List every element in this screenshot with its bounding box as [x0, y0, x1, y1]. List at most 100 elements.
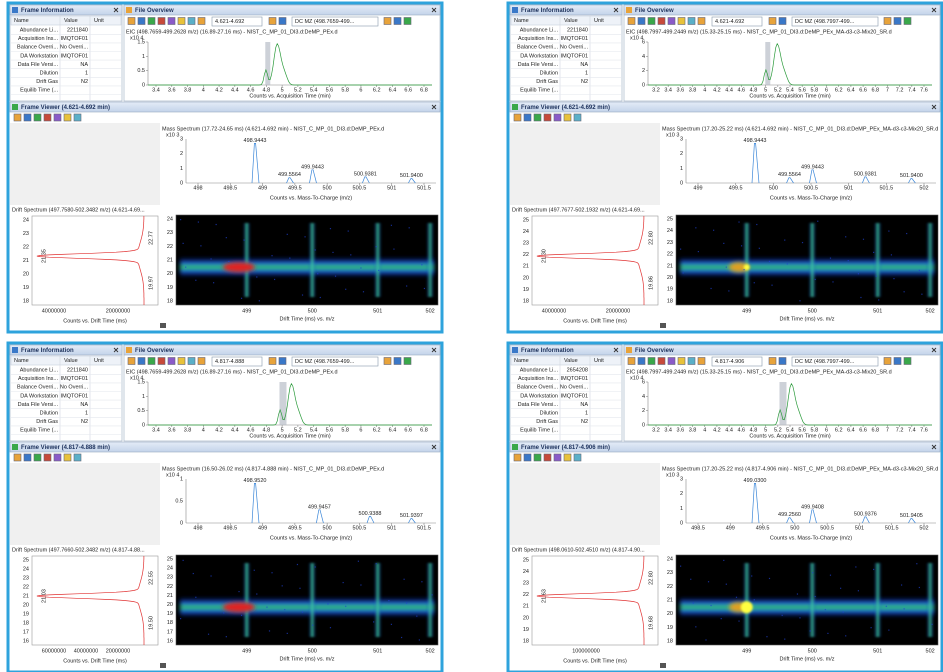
heat-noise [858, 590, 859, 591]
toolbar-icon[interactable] [198, 358, 205, 365]
toolbar-icon[interactable] [564, 454, 571, 461]
toolbar-icon[interactable] [688, 18, 695, 25]
toolbar-icon[interactable] [678, 358, 685, 365]
row-value: N2 [581, 79, 588, 85]
toolbar-icon[interactable] [648, 18, 655, 25]
toolbar-icon[interactable] [638, 358, 645, 365]
toolbar-icon[interactable] [188, 358, 195, 365]
toolbar-icon[interactable] [698, 358, 705, 365]
toolbar-icon[interactable] [648, 358, 655, 365]
toolbar-icon[interactable] [138, 358, 145, 365]
toolbar-icon[interactable] [138, 18, 145, 25]
toolbar-icon[interactable] [168, 18, 175, 25]
toolbar-icon[interactable] [269, 358, 276, 365]
toolbar-icon[interactable] [779, 18, 786, 25]
toolbar-icon[interactable] [44, 114, 51, 121]
toolbar-icon[interactable] [148, 18, 155, 25]
heat-noise [825, 609, 826, 610]
toolbar-icon[interactable] [638, 18, 645, 25]
toolbar-icon[interactable] [168, 358, 175, 365]
toolbar-icon[interactable] [668, 18, 675, 25]
toolbar-icon[interactable] [658, 358, 665, 365]
toolbar-icon[interactable] [24, 114, 31, 121]
toolbar-icon[interactable] [158, 18, 165, 25]
toolbar-icon[interactable] [64, 114, 71, 121]
toolbar-icon[interactable] [394, 358, 401, 365]
toolbar-icon[interactable] [34, 114, 41, 121]
heat-band [680, 597, 934, 617]
toolbar-icon[interactable] [894, 18, 901, 25]
toolbar-icon[interactable] [178, 358, 185, 365]
toolbar-icon[interactable] [779, 358, 786, 365]
x-tick-label: 499 [258, 185, 267, 191]
toolbar-icon[interactable] [198, 18, 205, 25]
toolbar-icon[interactable] [514, 114, 521, 121]
toolbar-icon[interactable] [404, 18, 411, 25]
toolbar-icon[interactable] [554, 454, 561, 461]
row-name: Equilib Time (... [20, 428, 58, 434]
toolbar-icon[interactable] [128, 358, 135, 365]
toolbar-icon[interactable] [524, 114, 531, 121]
toolbar-icon[interactable] [574, 454, 581, 461]
peak-label: 500.9388 [359, 511, 382, 517]
toolbar-icon[interactable] [279, 358, 286, 365]
toolbar-icon[interactable] [688, 358, 695, 365]
toolbar-icon[interactable] [54, 454, 61, 461]
toolbar-icon[interactable] [54, 114, 61, 121]
toolbar-icon[interactable] [178, 18, 185, 25]
toolbar-icon[interactable] [188, 18, 195, 25]
row-name: DA Workstation [20, 53, 58, 59]
toolbar-icon[interactable] [158, 358, 165, 365]
toolbar-icon[interactable] [269, 18, 276, 25]
heat-noise [304, 236, 305, 237]
toolbar-icon[interactable] [64, 454, 71, 461]
toolbar-icon[interactable] [884, 358, 891, 365]
toolbar-icon[interactable] [34, 454, 41, 461]
toolbar-icon[interactable] [514, 454, 521, 461]
heat-noise [751, 575, 752, 576]
toolbar-icon[interactable] [148, 358, 155, 365]
toolbar-icon[interactable] [394, 18, 401, 25]
y-tick-label: 18 [167, 298, 173, 304]
toolbar-icon[interactable] [678, 18, 685, 25]
row-name: Abundance Li... [20, 367, 59, 373]
toolbar-icon[interactable] [769, 18, 776, 25]
toolbar-icon[interactable] [14, 114, 21, 121]
toolbar-icon[interactable] [534, 454, 541, 461]
toolbar-icon[interactable] [404, 358, 411, 365]
toolbar-icon[interactable] [544, 114, 551, 121]
heat-noise [901, 584, 902, 585]
x-tick-label: 498.5 [223, 525, 237, 531]
toolbar-icon[interactable] [894, 358, 901, 365]
toolbar-icon[interactable] [24, 454, 31, 461]
toolbar-icon[interactable] [544, 454, 551, 461]
peak-label: 501.9397 [400, 513, 423, 519]
toolbar-icon[interactable] [74, 114, 81, 121]
toolbar-icon[interactable] [698, 18, 705, 25]
drift-plot [532, 216, 658, 305]
toolbar-icon[interactable] [668, 358, 675, 365]
toolbar-icon[interactable] [534, 114, 541, 121]
y-tick-label: 1 [142, 394, 145, 400]
toolbar-icon[interactable] [769, 358, 776, 365]
toolbar-icon[interactable] [524, 454, 531, 461]
toolbar-icon[interactable] [628, 18, 635, 25]
toolbar-icon[interactable] [884, 18, 891, 25]
toolbar-icon[interactable] [74, 454, 81, 461]
toolbar-icon[interactable] [554, 114, 561, 121]
toolbar-icon[interactable] [44, 454, 51, 461]
toolbar-icon[interactable] [564, 114, 571, 121]
heat-noise [244, 240, 245, 241]
toolbar-icon[interactable] [279, 18, 286, 25]
toolbar-icon[interactable] [384, 18, 391, 25]
toolbar-icon[interactable] [14, 454, 21, 461]
toolbar-icon[interactable] [904, 358, 911, 365]
toolbar-icon[interactable] [128, 18, 135, 25]
toolbar-icon[interactable] [574, 114, 581, 121]
heat-noise [200, 245, 201, 246]
toolbar-icon[interactable] [904, 18, 911, 25]
toolbar-icon[interactable] [658, 18, 665, 25]
toolbar-icon[interactable] [628, 358, 635, 365]
heat-noise [373, 621, 374, 622]
toolbar-icon[interactable] [384, 358, 391, 365]
